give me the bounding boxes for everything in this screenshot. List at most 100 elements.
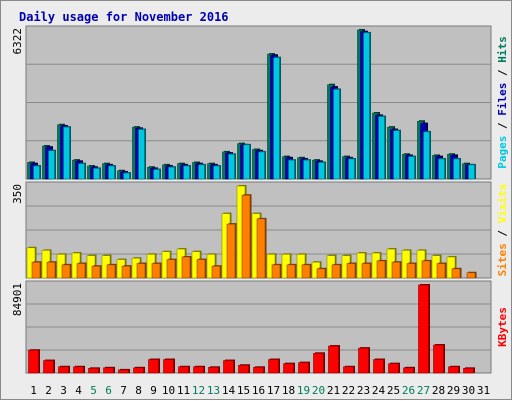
bar-sites-day-7 [121, 265, 131, 279]
panel-kbytes: 84901 KBytes [11, 280, 509, 374]
bar-sites-day-22 [346, 263, 356, 279]
bar-sites-day-19 [301, 264, 311, 279]
bar-pages-day-3 [63, 126, 70, 180]
bar-pages-day-20 [318, 162, 325, 180]
x-tick-label-28: 28 [432, 384, 445, 397]
bar-kbytes-day-16 [253, 366, 264, 374]
bar-pages-day-28 [438, 158, 445, 180]
bar-pages-day-23 [363, 32, 370, 180]
bar-kbytes-day-17 [268, 359, 279, 374]
x-tick-label-27: 27 [417, 384, 430, 397]
bar-visits-day-29 [446, 256, 456, 279]
bar-sites-day-6 [106, 264, 116, 279]
bar-pages-day-7 [123, 172, 130, 180]
x-tick-label-26: 26 [402, 384, 415, 397]
x-tick-label-4: 4 [75, 384, 82, 397]
x-tick-label-23: 23 [357, 384, 370, 397]
bar-pages-day-19 [303, 159, 310, 180]
bar-sites-day-20 [316, 268, 326, 279]
panel-hits-files-pages: 6322 Pages / Files / Hits [11, 25, 509, 180]
bar-pages-day-16 [258, 151, 265, 180]
bar-pages-day-12 [198, 164, 205, 180]
x-tick-label-21: 21 [327, 384, 340, 397]
bar-sites-day-15 [241, 194, 251, 279]
bar-sites-day-18 [286, 264, 296, 279]
bar-kbytes-day-11 [178, 366, 189, 374]
bar-sites-day-14 [226, 223, 236, 279]
bar-kbytes-day-27 [418, 284, 429, 374]
bar-kbytes-day-18 [283, 363, 294, 374]
bar-kbytes-day-10 [163, 359, 174, 374]
bar-kbytes-day-19 [298, 362, 309, 374]
x-tick-label-29: 29 [447, 384, 460, 397]
x-tick-label-10: 10 [162, 384, 175, 397]
x-tick-label-17: 17 [267, 384, 280, 397]
bar-sites-day-30 [466, 272, 476, 279]
legend-entry: Pages [496, 136, 509, 169]
bar-pages-day-21 [333, 89, 340, 180]
x-tick-label-5: 5 [90, 384, 97, 397]
bar-kbytes-day-12 [193, 366, 204, 374]
bar-pages-day-5 [93, 168, 100, 180]
series-legend: Pages / Files / Hits [496, 36, 509, 169]
series-legend: KBytes [496, 307, 509, 347]
bar-kbytes-day-6 [103, 367, 114, 374]
x-tick-label-1: 1 [30, 384, 37, 397]
bar-pages-day-4 [78, 163, 85, 180]
bar-kbytes-day-4 [73, 366, 84, 374]
bar-sites-day-25 [391, 261, 401, 279]
bar-pages-day-18 [288, 159, 295, 180]
x-tick-label-24: 24 [372, 384, 386, 397]
bar-kbytes-day-14 [223, 360, 234, 374]
bar-pages-day-24 [378, 116, 385, 180]
bar-pages-day-8 [138, 129, 145, 180]
bar-pages-day-1 [33, 165, 40, 180]
legend-entry: / [496, 223, 509, 243]
x-tick-label-20: 20 [312, 384, 325, 397]
bar-pages-day-10 [168, 166, 175, 180]
bar-kbytes-day-26 [403, 367, 414, 374]
y-max-label: 84901 [11, 283, 24, 316]
bar-sites-day-2 [46, 261, 56, 279]
bar-kbytes-day-2 [43, 360, 54, 374]
bar-sites-day-23 [361, 263, 371, 279]
bar-sites-day-10 [166, 259, 176, 279]
bar-kbytes-day-5 [88, 368, 99, 374]
bar-kbytes-day-30 [463, 368, 474, 374]
bar-pages-day-27 [423, 131, 430, 180]
chart-title: Daily usage for November 2016 [19, 10, 229, 24]
bar-sites-day-27 [421, 260, 431, 279]
x-tick-label-2: 2 [45, 384, 52, 397]
bar-sites-day-11 [181, 256, 191, 279]
x-tick-label-6: 6 [105, 384, 112, 397]
bar-sites-day-28 [436, 263, 446, 279]
x-tick-label-25: 25 [387, 384, 400, 397]
x-tick-label-8: 8 [135, 384, 142, 397]
bar-pages-day-15 [243, 144, 250, 180]
bar-kbytes-day-20 [313, 353, 324, 374]
bar-kbytes-day-29 [448, 366, 459, 374]
x-tick-label-11: 11 [177, 384, 190, 397]
bar-pages-day-17 [273, 57, 280, 180]
bar-kbytes-day-21 [328, 345, 339, 374]
bar-kbytes-day-24 [373, 359, 384, 374]
bar-pages-day-25 [393, 130, 400, 180]
legend-entry: Files [496, 83, 509, 116]
legend-entry: Hits [496, 36, 509, 63]
bar-kbytes-day-15 [238, 364, 249, 374]
x-tick-label-31: 31 [477, 384, 490, 397]
bar-pages-day-29 [453, 158, 460, 180]
bar-sites-day-17 [271, 264, 281, 279]
bar-pages-day-2 [48, 150, 55, 180]
bar-kbytes-day-23 [358, 347, 369, 374]
bar-kbytes-day-13 [208, 366, 219, 374]
chart-panels: 6322 Pages / Files / Hits 350 Sites / Visit… [11, 25, 509, 374]
bar-kbytes-day-22 [343, 366, 354, 374]
legend-entry: KBytes [496, 307, 509, 347]
bar-sites-day-26 [406, 263, 416, 279]
legend-entry: Visits [496, 184, 509, 224]
x-tick-label-14: 14 [222, 384, 236, 397]
bar-pages-day-14 [228, 153, 235, 180]
